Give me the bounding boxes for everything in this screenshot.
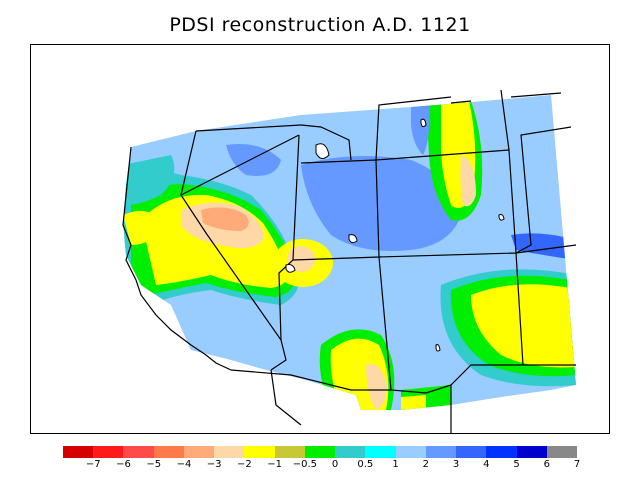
- legend-tick-label: 0: [331, 459, 339, 470]
- us-mexico-border: [230, 369, 391, 391]
- legend-swatch: [335, 446, 366, 458]
- legend-tick-label: 6: [543, 459, 550, 470]
- field-zone-south-yellow: [401, 395, 426, 410]
- legend-tick-label: 0.5: [357, 459, 374, 470]
- reservoir-e: [498, 214, 505, 221]
- lake-mead: [285, 264, 296, 273]
- legend-tick-label: −0.5: [292, 459, 318, 470]
- field-zone-sierra-orange: [201, 207, 249, 231]
- legend-swatch: [395, 446, 426, 458]
- map-lines: [122, 89, 577, 433]
- legend-tick-label: −2: [237, 459, 252, 470]
- legend-tick-label: 2: [422, 459, 429, 470]
- wyoming-border: [375, 89, 510, 161]
- northern-edge-lines: [450, 92, 562, 104]
- legend-swatch: [153, 446, 184, 458]
- field-zone-ne-blue: [411, 103, 430, 155]
- legend-swatch: [546, 446, 577, 458]
- legend-swatch: [516, 446, 547, 458]
- legend-tick-label: −7: [85, 459, 101, 470]
- field-zone-nw-coast: [123, 155, 175, 205]
- great-salt-lake: [315, 143, 330, 159]
- legend-tick-label: −6: [116, 459, 131, 470]
- pacific-coastline: [122, 146, 232, 371]
- legend-tick-labels: −7 −6 −5 −4 −3 −2 −1 −0.5 0 0.5 1 2 3 4 5 6 7: [63, 459, 581, 473]
- legend-tick-label: −4: [176, 459, 192, 470]
- baja-coast: [270, 369, 302, 426]
- legend-tick-label: 1: [392, 459, 399, 470]
- plains-border: [515, 126, 572, 254]
- legend-tick-label: −3: [206, 459, 222, 470]
- ca-nv-border: [180, 130, 287, 371]
- field-zone-lake-mead-tan: [287, 246, 315, 272]
- northern-border: [180, 124, 302, 196]
- pdsi-map: [122, 89, 577, 433]
- legend-tick-label: 5: [513, 459, 520, 470]
- legend-swatch: [183, 446, 215, 458]
- legend-tick-label: −5: [146, 459, 162, 470]
- legend-swatch: [486, 446, 517, 458]
- legend-swatch: [274, 446, 305, 458]
- field-zone-az-tan: [366, 364, 387, 410]
- field-zone-nm-north-blue: [511, 233, 576, 260]
- legend-tick-label: 7: [573, 459, 581, 470]
- reservoir-ne: [420, 118, 427, 128]
- legend-swatch: [456, 446, 487, 458]
- legend-swatch: [425, 446, 457, 458]
- legend-tick-label: −1: [267, 459, 283, 470]
- colorado-border: [375, 149, 517, 258]
- legend-swatch: [93, 446, 124, 458]
- color-legend: [63, 446, 577, 458]
- legend-tick-label: 4: [483, 459, 490, 470]
- field-zone-coast-yellow: [123, 211, 161, 245]
- map-title: PDSI reconstruction A.D. 1121: [169, 14, 471, 36]
- lake-powell: [348, 234, 358, 244]
- pdsi-field: [123, 95, 576, 410]
- texas-border: [515, 244, 577, 366]
- field-zone-nm-yellow: [471, 284, 576, 368]
- elephant-butte: [435, 344, 441, 352]
- field-zone-nevada-wet: [226, 144, 281, 176]
- legend-swatch: [123, 446, 154, 458]
- legend-swatch: [244, 446, 275, 458]
- map-frame: [30, 44, 610, 434]
- legend-swatch: [365, 446, 396, 458]
- nm-tx-border: [425, 252, 524, 394]
- legend-swatch: [63, 446, 94, 458]
- legend-swatch: [304, 446, 336, 458]
- idaho-border: [300, 124, 352, 161]
- legend-swatch: [214, 446, 245, 458]
- utah-border: [292, 159, 380, 261]
- field-zone-ne-tan: [460, 155, 476, 207]
- field-zone-utah-wet: [301, 156, 461, 251]
- legend-tick-label: 3: [452, 459, 460, 470]
- lakes: [285, 118, 505, 352]
